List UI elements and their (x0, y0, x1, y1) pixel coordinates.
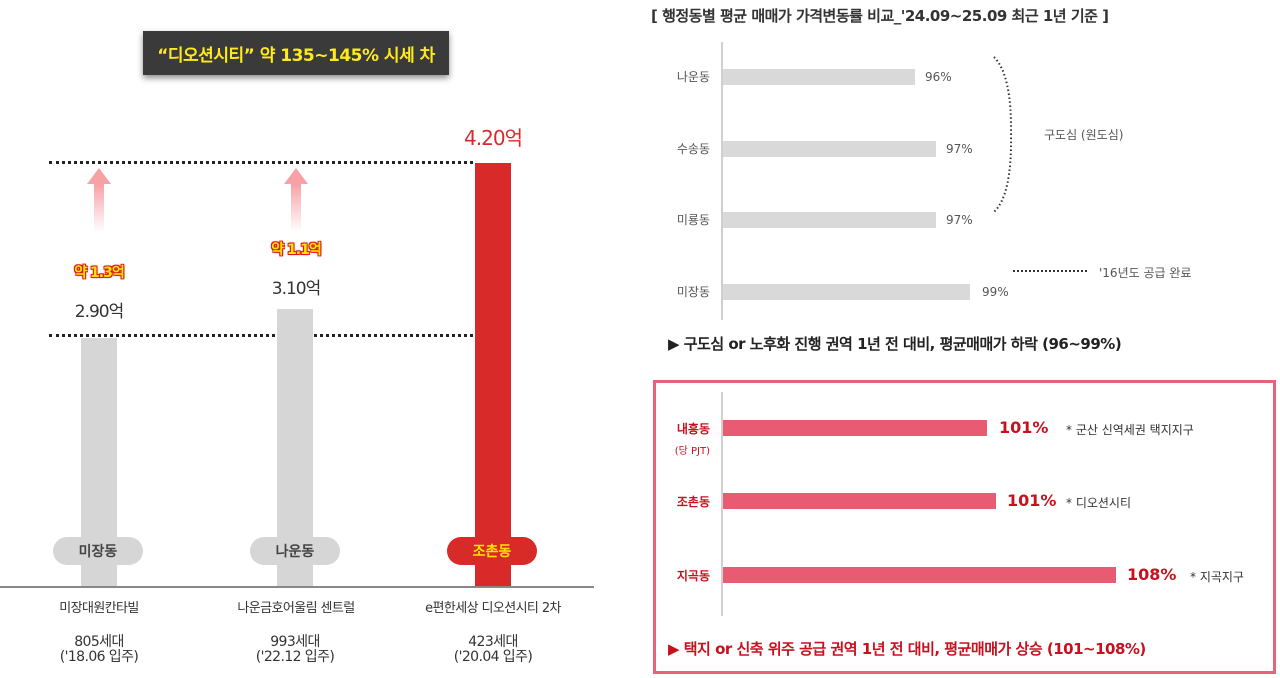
rate-value: 101% (999, 418, 1049, 437)
rate-bar (723, 493, 996, 509)
price-label-highlight: 4.20억 (464, 126, 523, 150)
y-axis (721, 42, 723, 320)
row-sublabel: (당 PJT) (674, 446, 710, 457)
y-axis (721, 392, 723, 616)
project-name: 미장대원칸타빌 (59, 601, 139, 616)
move-in-label: ('18.06 입주) (59, 649, 139, 665)
project-name: 나운금호어울림 센트럴 (237, 601, 355, 616)
rate-bar (723, 212, 936, 228)
rate-bar (723, 567, 1116, 583)
row-label: 미룡동 (676, 213, 710, 227)
row-note: * 지곡지구 (1190, 570, 1244, 584)
supply-note: '16년도 공급 완료 (1099, 266, 1192, 280)
project-name: e편한세상 디오션시티 2차 (425, 601, 561, 616)
diff-label: 약 1.1억 (271, 242, 321, 258)
top-reference-line (49, 161, 473, 164)
chart-title: [ 행정동별 평균 매매가 가격변동률 비교_'24.09~25.09 최근 1… (651, 7, 1109, 25)
move-in-label: ('22.12 입주) (255, 649, 335, 665)
row-label: 지곡동 (676, 569, 710, 583)
row-label: 미장동 (676, 285, 710, 299)
row-label: 수송동 (676, 142, 710, 156)
row-note: * 군산 신역세권 택지지구 (1066, 423, 1194, 437)
rate-value: 96% (925, 70, 952, 84)
row-label: 나운동 (676, 70, 710, 84)
rate-value: 97% (946, 213, 973, 227)
supply-leader-line (1013, 270, 1087, 272)
move-in-label: ('20.04 입주) (453, 649, 533, 665)
bracket-icon (993, 56, 1013, 213)
arrow-up-icon (87, 168, 111, 232)
arrow-up-icon (284, 168, 308, 232)
row-label: 조촌동 (676, 495, 710, 509)
rate-value: 101% (1007, 491, 1057, 510)
summary-increase: ▶ 택지 or 신축 위주 공급 권역 1년 전 대비, 평균매매가 상승 (1… (668, 640, 1146, 658)
rate-bar (723, 69, 915, 85)
units-label: 993세대 (270, 634, 320, 650)
summary-decline: ▶ 구도심 or 노후화 진행 권역 1년 전 대비, 평균매매가 하락 (96… (668, 335, 1122, 353)
price-label: 3.10억 (271, 279, 322, 299)
rate-value: 99% (982, 285, 1009, 299)
price-bar-highlight (475, 163, 511, 586)
dong-pill-highlight: 조촌동 (447, 537, 537, 565)
headline-banner: “디오션시티” 약 135~145% 시세 차 (143, 31, 449, 75)
highlight-box (653, 380, 1276, 674)
rate-value: 108% (1127, 565, 1177, 584)
price-label: 2.90억 (74, 302, 125, 322)
row-label: 내흥동 (676, 422, 710, 436)
row-note: * 디오션시티 (1066, 496, 1132, 510)
units-label: 805세대 (74, 634, 124, 650)
diff-label: 약 1.3억 (74, 265, 124, 281)
units-label: 423세대 (468, 634, 518, 650)
bottom-reference-line (49, 334, 473, 337)
bracket-label: 구도심 (원도심) (1044, 128, 1124, 142)
rate-value: 97% (946, 142, 973, 156)
rate-bar (723, 141, 936, 157)
rate-bar (723, 284, 970, 300)
baseline (0, 586, 594, 588)
rate-bar (723, 420, 987, 436)
dong-pill: 미장동 (53, 537, 143, 565)
dong-pill: 나운동 (250, 537, 340, 565)
